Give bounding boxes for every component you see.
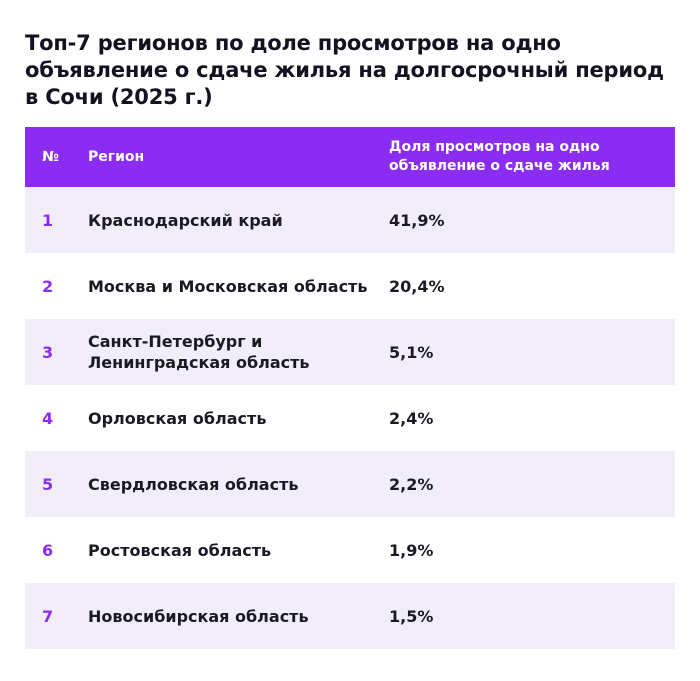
row-number: 4 xyxy=(42,408,54,428)
header-share: Доля просмотров на одно объявление о сда… xyxy=(389,138,675,176)
row-region: Краснодарский край xyxy=(88,210,283,230)
table-header: № Регион Доля просмотров на одно объявле… xyxy=(25,127,675,187)
row-region: Москва и Московская область xyxy=(88,276,368,296)
row-number: 2 xyxy=(42,276,54,296)
table-row: 6 Ростовская область 1,9% xyxy=(25,517,675,583)
row-number: 1 xyxy=(42,210,54,230)
row-share: 41,9% xyxy=(389,210,445,230)
table-row: 5 Свердловская область 2,2% xyxy=(25,451,675,517)
header-region: Регион xyxy=(88,148,145,165)
page-title: Топ-7 регионов по доле просмотров на одн… xyxy=(25,31,664,109)
row-share: 1,5% xyxy=(389,606,434,626)
row-number: 6 xyxy=(42,540,54,560)
row-number: 3 xyxy=(42,342,54,362)
table-row: 3 Санкт-Петербург и Ленинградская област… xyxy=(25,319,675,385)
row-share: 20,4% xyxy=(389,276,445,296)
row-region: Новосибирская область xyxy=(88,606,309,626)
row-region: Ростовская область xyxy=(88,540,272,560)
regions-table: № Регион Доля просмотров на одно объявле… xyxy=(25,127,675,649)
row-region: Свердловская область xyxy=(88,474,299,494)
table-row: 2 Москва и Московская область 20,4% xyxy=(25,253,675,319)
row-number: 7 xyxy=(42,606,54,626)
table-row: 7 Новосибирская область 1,5% xyxy=(25,583,675,649)
row-share: 2,2% xyxy=(389,474,434,494)
row-share: 1,9% xyxy=(389,540,434,560)
table-row: 4 Орловская область 2,4% xyxy=(25,385,675,451)
row-number: 5 xyxy=(42,474,54,494)
row-region: Орловская область xyxy=(88,408,267,428)
header-number: № xyxy=(42,148,59,165)
row-share: 2,4% xyxy=(389,408,434,428)
row-share: 5,1% xyxy=(389,342,434,362)
table-row: 1 Краснодарский край 41,9% xyxy=(25,187,675,253)
row-region: Санкт-Петербург и Ленинградская область xyxy=(88,332,310,372)
header-share-label: Доля просмотров на одно объявление о сда… xyxy=(389,139,610,174)
